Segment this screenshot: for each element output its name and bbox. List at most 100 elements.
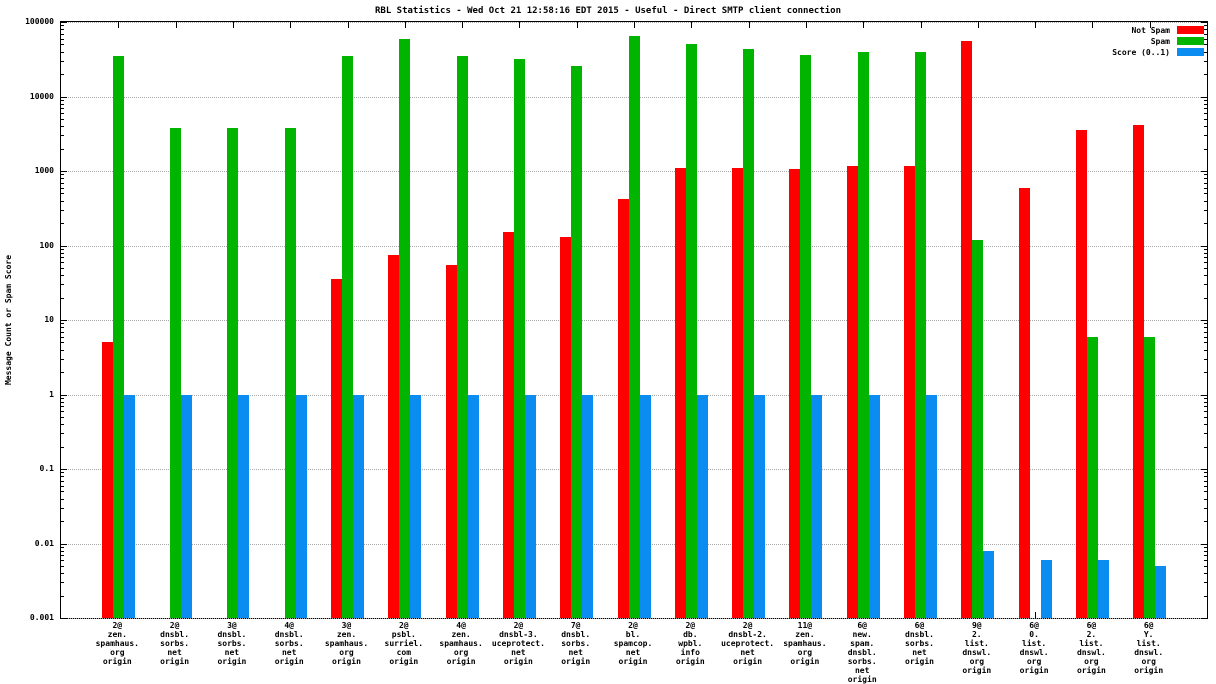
y-minor-tick: [1204, 476, 1207, 478]
x-tick: [1149, 22, 1151, 28]
bar-not-spam: [1133, 124, 1145, 618]
y-major-tick: [61, 618, 67, 619]
y-minor-tick: [1204, 491, 1207, 493]
x-category-label: 6@ new. spam. dnsbl. sorbs. net origin: [847, 621, 877, 684]
bar-spam: [399, 38, 411, 618]
y-minor-tick: [61, 223, 64, 225]
x-category-label: 6@ 2. list. dnswl. org origin: [1076, 621, 1106, 675]
gridline: [61, 618, 1207, 619]
y-minor-tick: [1204, 262, 1207, 264]
y-major-tick: [61, 469, 67, 470]
x-tick: [519, 22, 521, 28]
bar-spam: [227, 127, 239, 618]
y-minor-tick: [1204, 187, 1207, 189]
legend-entry: Score (0..1): [1112, 47, 1204, 57]
bar-not-spam: [331, 279, 342, 618]
x-category-label: 3@ zen. spamhaus. org origin: [324, 621, 369, 666]
bar-spam: [685, 44, 697, 618]
y-tick-label: 1: [49, 389, 54, 399]
y-minor-tick: [61, 284, 64, 286]
y-minor-tick: [1204, 560, 1207, 562]
bar-not-spam: [961, 41, 973, 618]
y-minor-tick: [61, 507, 64, 509]
bar-score-0-1-: [582, 394, 594, 618]
y-minor-tick: [61, 560, 64, 562]
y-minor-tick: [61, 349, 64, 351]
y-minor-tick: [1204, 99, 1207, 101]
y-minor-tick: [61, 555, 64, 557]
y-minor-tick: [1204, 178, 1207, 180]
y-tick-label: 1000: [34, 166, 54, 175]
y-minor-tick: [61, 38, 64, 40]
y-minor-tick: [1204, 331, 1207, 333]
bar-spam: [972, 239, 984, 618]
y-minor-tick: [61, 472, 64, 474]
y-major-tick: [1201, 618, 1207, 619]
y-minor-tick: [1204, 424, 1207, 426]
bar-score-0-1-: [696, 394, 708, 618]
y-major-tick: [61, 96, 67, 98]
y-minor-tick: [1204, 595, 1207, 597]
y-minor-tick: [61, 44, 64, 46]
x-category-label: 11@ zen. spamhaus. org origin: [783, 621, 827, 666]
y-minor-tick: [1204, 135, 1207, 137]
y-minor-tick: [61, 521, 64, 523]
y-minor-tick: [61, 262, 64, 264]
y-minor-tick: [61, 491, 64, 493]
y-minor-tick: [61, 99, 64, 101]
chart-title: RBL Statistics - Wed Oct 21 12:58:16 EDT…: [375, 6, 841, 16]
y-minor-tick: [1204, 223, 1207, 225]
legend-swatch: [1177, 26, 1204, 34]
y-minor-tick: [1204, 174, 1207, 176]
y-minor-tick: [61, 25, 64, 27]
y-minor-tick: [1204, 38, 1207, 40]
y-minor-tick: [1204, 103, 1207, 105]
y-minor-tick: [61, 200, 64, 202]
y-major-tick: [1201, 96, 1207, 98]
y-minor-tick: [61, 193, 64, 195]
y-minor-tick: [1204, 411, 1207, 413]
bar-not-spam: [674, 167, 686, 618]
y-minor-tick: [1204, 200, 1207, 202]
bar-spam: [571, 65, 583, 618]
y-major-tick: [61, 22, 67, 23]
bar-spam: [284, 127, 296, 618]
x-tick: [748, 22, 750, 28]
x-tick: [462, 22, 464, 28]
y-minor-tick: [1204, 275, 1207, 277]
y-minor-tick: [1204, 148, 1207, 150]
bar-not-spam: [732, 167, 744, 618]
bar-score-0-1-: [467, 394, 479, 618]
x-tick: [404, 22, 406, 28]
x-tick: [920, 22, 922, 28]
y-minor-tick: [61, 187, 64, 189]
x-category-label: 6@ Y. list. dnswl. org origin: [1134, 621, 1164, 675]
bar-not-spam: [789, 169, 801, 618]
legend-swatch: [1177, 37, 1204, 45]
x-tick: [290, 22, 292, 28]
x-category-label: 3@ dnsbl. sorbs. net origin: [217, 621, 247, 666]
legend: Not Spam Spam Score (0..1): [1112, 25, 1204, 58]
y-minor-tick: [61, 476, 64, 478]
y-minor-tick: [1204, 433, 1207, 435]
y-tick-label: 10000: [29, 91, 54, 101]
x-tick: [805, 22, 807, 28]
bar-spam: [857, 51, 869, 618]
x-category-label: 4@ dnsbl. sorbs. net origin: [274, 621, 304, 666]
y-minor-tick: [1204, 507, 1207, 509]
x-tick: [1092, 22, 1094, 28]
bar-not-spam: [904, 166, 915, 618]
y-minor-tick: [61, 401, 64, 403]
legend-label: Score (0..1): [1112, 47, 1170, 57]
y-minor-tick: [1204, 193, 1207, 195]
y-minor-tick: [61, 336, 64, 338]
y-minor-tick: [1204, 446, 1207, 448]
y-minor-tick: [61, 446, 64, 448]
y-tick-label: 0.01: [34, 538, 54, 548]
y-minor-tick: [1204, 60, 1207, 62]
y-minor-tick: [1204, 327, 1207, 329]
bar-not-spam: [502, 232, 514, 618]
x-tick: [347, 22, 349, 28]
bar-spam: [342, 55, 353, 618]
bar-not-spam: [388, 254, 400, 618]
